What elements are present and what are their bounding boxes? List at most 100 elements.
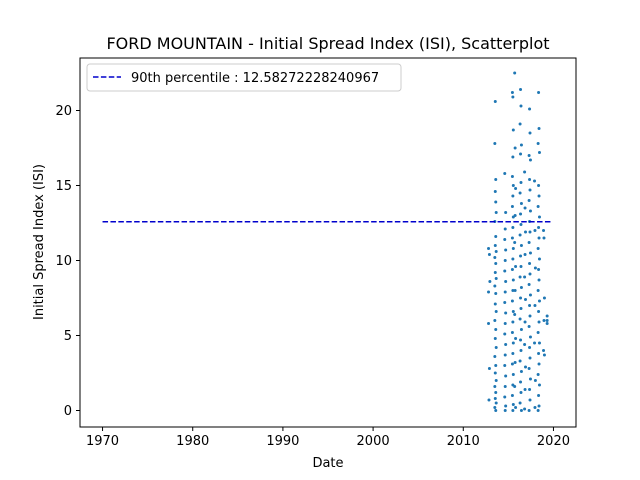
data-point: [519, 152, 523, 156]
data-point: [519, 223, 523, 226]
data-point: [518, 317, 522, 321]
data-point: [528, 346, 532, 349]
data-point: [514, 265, 518, 268]
data-point: [493, 271, 497, 274]
data-point: [519, 338, 523, 342]
data-point: [527, 325, 531, 328]
data-point: [536, 373, 540, 376]
data-point: [537, 91, 541, 94]
data-point: [493, 355, 497, 358]
data-point: [487, 367, 491, 370]
data-point: [523, 388, 527, 391]
data-point: [503, 395, 507, 399]
data-point: [536, 247, 540, 250]
x-tick-label: 1980: [176, 434, 209, 449]
data-point: [528, 188, 532, 192]
chart-title: FORD MOUNTAIN - Initial Spread Index (IS…: [106, 34, 549, 53]
y-tick-label: 5: [64, 329, 72, 344]
data-point: [519, 286, 523, 289]
x-tick-label: 2020: [537, 434, 570, 449]
data-point: [537, 268, 541, 271]
data-point: [494, 200, 498, 204]
plot-area: [102, 71, 552, 412]
data-point: [503, 227, 507, 231]
data-point: [533, 379, 537, 382]
data-point: [528, 377, 532, 381]
data-point: [536, 409, 540, 412]
data-point: [519, 391, 523, 394]
data-point: [493, 284, 497, 288]
data-point: [513, 146, 517, 150]
data-point: [503, 269, 507, 273]
data-point: [527, 154, 531, 157]
data-point: [503, 301, 507, 304]
data-point: [537, 194, 541, 198]
data-point: [518, 233, 522, 237]
data-point: [511, 194, 515, 198]
data-point: [510, 299, 514, 303]
data-point: [493, 256, 497, 259]
data-point: [511, 278, 515, 282]
data-point: [545, 319, 549, 322]
data-point: [542, 349, 546, 352]
data-point: [511, 373, 515, 376]
y-axis: 0 5 10 15 20: [55, 104, 80, 419]
data-point: [536, 142, 540, 145]
data-point: [519, 244, 523, 247]
data-point: [537, 278, 541, 282]
data-point: [493, 302, 497, 306]
data-point: [488, 280, 492, 283]
data-point: [487, 253, 491, 256]
data-point: [528, 158, 532, 162]
data-point: [511, 409, 515, 412]
data-point: [510, 236, 514, 240]
data-point: [511, 226, 515, 229]
data-point: [537, 341, 541, 345]
data-point: [494, 277, 498, 280]
y-tick-label: 0: [64, 404, 72, 419]
data-point: [504, 404, 508, 408]
data-point: [545, 314, 549, 318]
data-point: [519, 328, 523, 331]
data-point: [511, 247, 515, 250]
data-point: [504, 280, 508, 283]
data-point: [528, 356, 532, 360]
data-point: [493, 190, 497, 193]
y-tick-label: 15: [55, 179, 72, 194]
data-point: [510, 394, 514, 397]
legend-box: [86, 63, 402, 92]
data-point: [493, 397, 497, 400]
data-point: [494, 346, 498, 349]
data-point: [537, 383, 541, 387]
data-point: [542, 319, 546, 322]
data-point: [503, 259, 507, 262]
data-point: [503, 364, 507, 367]
data-point: [510, 91, 514, 94]
y-tick-label: 10: [55, 254, 72, 269]
data-point: [511, 289, 515, 292]
data-point: [503, 353, 507, 357]
data-point: [518, 275, 522, 279]
plot-frame: [79, 57, 577, 428]
data-point: [537, 310, 541, 313]
data-point: [528, 230, 532, 234]
data-point: [528, 398, 532, 402]
data-point: [519, 409, 523, 412]
data-point: [519, 88, 523, 91]
data-point: [511, 184, 515, 187]
data-point: [494, 250, 498, 253]
data-point: [537, 404, 541, 408]
data-point: [542, 296, 546, 300]
data-point: [504, 374, 508, 378]
data-point: [510, 175, 514, 178]
data-point: [511, 320, 515, 324]
data-point: [537, 151, 541, 154]
x-tick-label: 1990: [266, 434, 299, 449]
data-point: [513, 289, 517, 292]
data-point: [511, 257, 515, 261]
data-point: [513, 214, 517, 217]
data-point: [493, 319, 497, 322]
data-point: [523, 275, 527, 279]
data-point: [504, 311, 508, 315]
data-point: [519, 370, 523, 373]
